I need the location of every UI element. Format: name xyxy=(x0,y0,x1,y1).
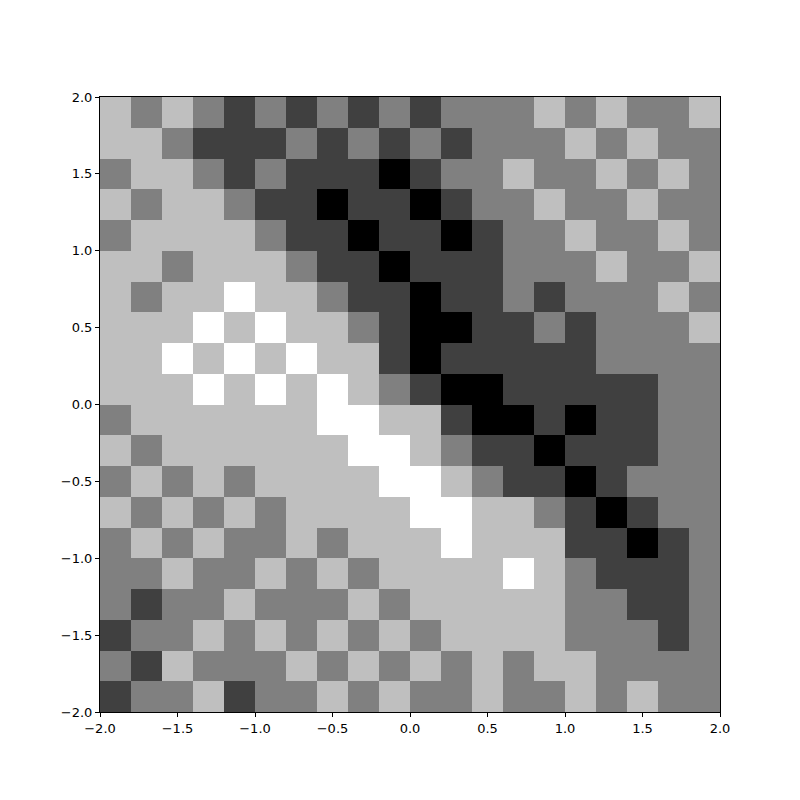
svg-text:0.0: 0.0 xyxy=(72,397,93,412)
svg-text:−0.5: −0.5 xyxy=(61,474,93,489)
svg-text:−1.5: −1.5 xyxy=(61,628,93,643)
svg-text:0.5: 0.5 xyxy=(477,721,498,736)
svg-text:−1.0: −1.0 xyxy=(239,721,271,736)
svg-text:−1.0: −1.0 xyxy=(61,551,93,566)
svg-text:2.0: 2.0 xyxy=(710,721,731,736)
svg-text:2.0: 2.0 xyxy=(72,90,93,105)
svg-text:−0.5: −0.5 xyxy=(317,721,349,736)
svg-text:1.5: 1.5 xyxy=(72,166,93,181)
svg-text:−2.0: −2.0 xyxy=(61,705,93,720)
svg-text:−1.5: −1.5 xyxy=(162,721,194,736)
svg-text:1.0: 1.0 xyxy=(72,243,93,258)
svg-text:1.5: 1.5 xyxy=(632,721,653,736)
svg-text:−2.0: −2.0 xyxy=(84,721,116,736)
svg-text:0.0: 0.0 xyxy=(400,721,421,736)
svg-text:1.0: 1.0 xyxy=(555,721,576,736)
svg-text:0.5: 0.5 xyxy=(72,320,93,335)
